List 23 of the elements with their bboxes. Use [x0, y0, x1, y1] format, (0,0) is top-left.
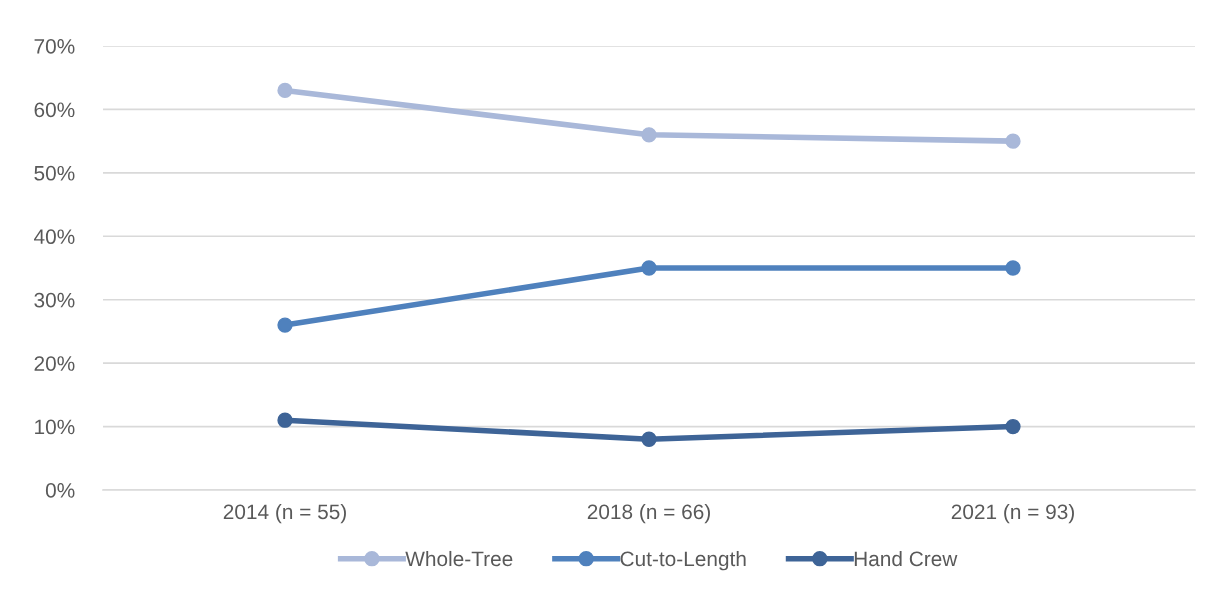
- legend-label: Cut-to-Length: [620, 550, 746, 571]
- y-tick-label: 0%: [45, 483, 75, 498]
- legend-label: Whole-Tree: [405, 550, 513, 567]
- point: [1005, 260, 1021, 276]
- y-tick-label: 30%: [34, 292, 75, 308]
- y-tick-label: 40%: [34, 229, 75, 245]
- y-tick-label: 60%: [34, 102, 75, 118]
- x-tick-label: 2018 (n = 66): [587, 503, 710, 524]
- legend-label: Hand Crew: [854, 550, 958, 567]
- x-tick-label: 2021 (n = 93): [951, 503, 1074, 524]
- point: [641, 431, 657, 447]
- point: [1005, 418, 1021, 435]
- x-tick-label: 2014 (n = 55): [223, 503, 346, 524]
- point: [277, 412, 293, 428]
- point: [641, 260, 657, 276]
- point: [277, 317, 293, 333]
- y-tick-label: 70%: [34, 39, 75, 54]
- point: [277, 82, 293, 99]
- point: [641, 127, 657, 143]
- y-tick-label: 20%: [34, 356, 75, 371]
- point: [1005, 133, 1021, 149]
- y-tick-label: 50%: [34, 165, 75, 181]
- y-tick-label: 10%: [35, 419, 75, 435]
